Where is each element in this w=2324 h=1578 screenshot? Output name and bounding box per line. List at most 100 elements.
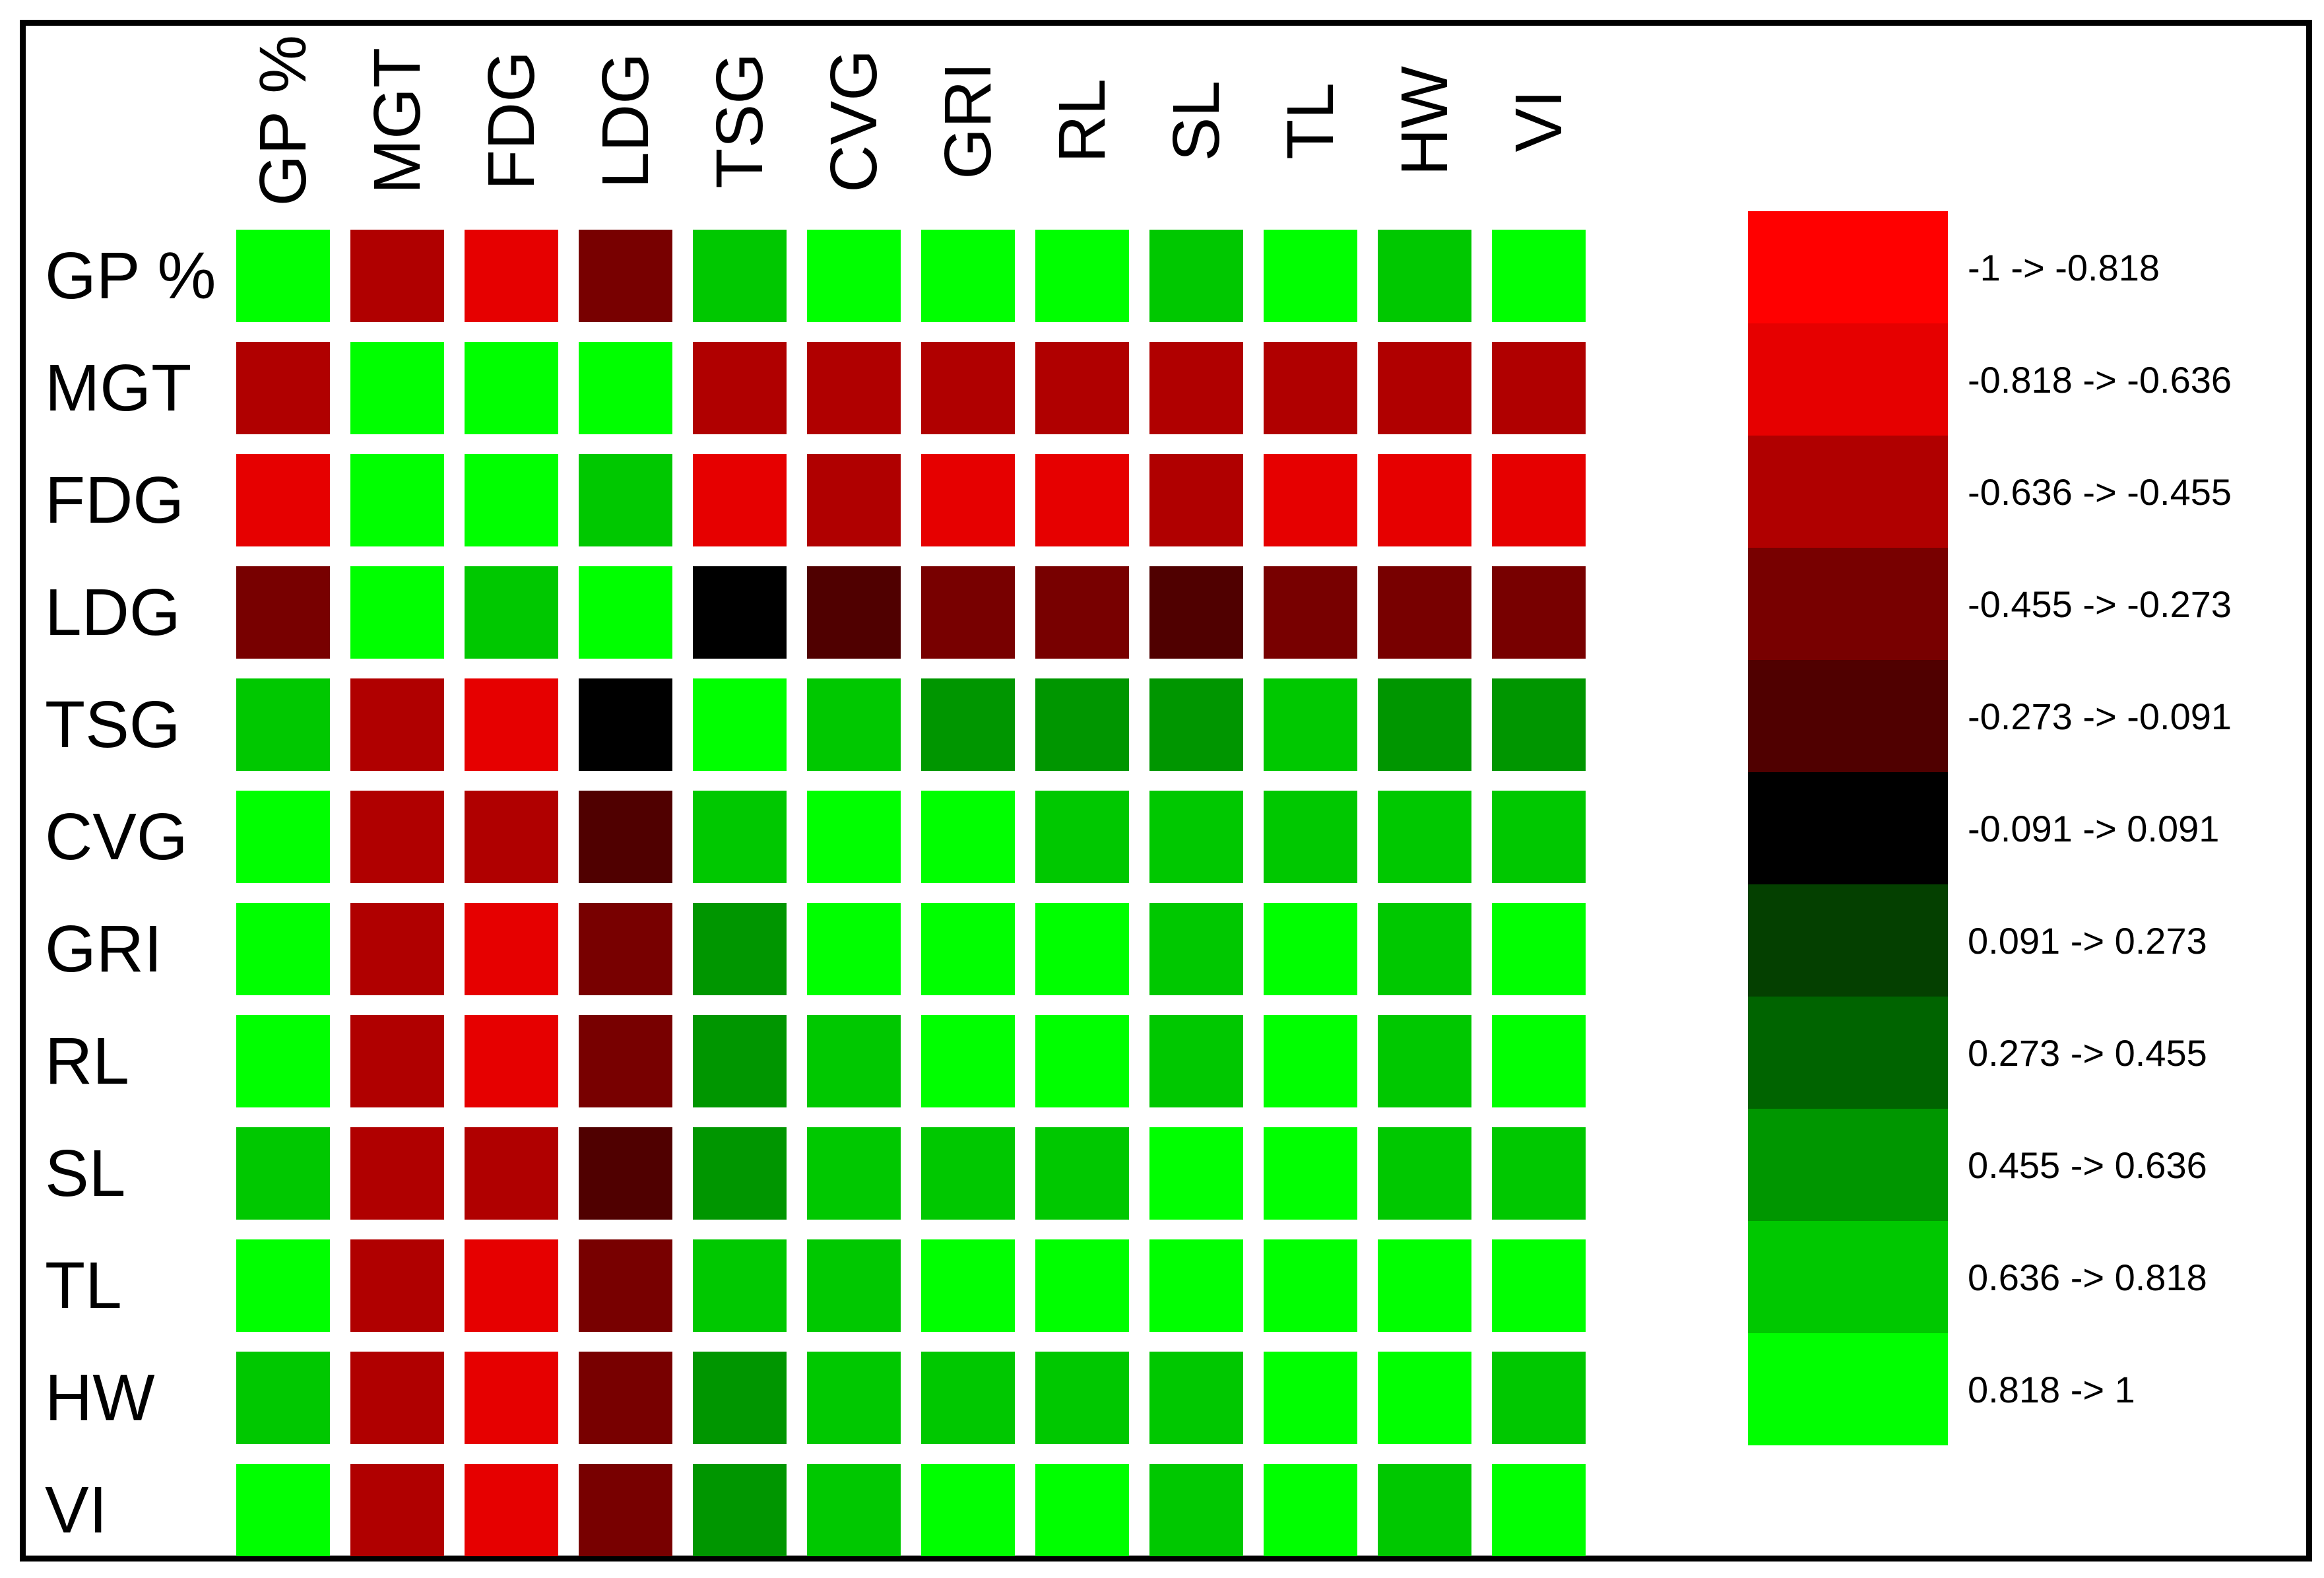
legend-color-swatch (1748, 323, 1948, 436)
heatmap-cell (236, 903, 330, 995)
heatmap-cell (236, 1239, 330, 1332)
heatmap-cell (1378, 1239, 1471, 1332)
heatmap-cell (1149, 1015, 1243, 1107)
heatmap-cell (579, 1352, 672, 1444)
heatmap-cell (807, 1015, 901, 1107)
column-header-label: SL (1159, 80, 1233, 162)
heatmap-cell (921, 454, 1015, 546)
figure-border (20, 20, 2312, 1562)
legend-row-4: -0.273 -> -0.091 (1748, 660, 2232, 772)
column-header-5: CVG (807, 22, 901, 219)
heatmap-cell (921, 342, 1015, 434)
heatmap-cell (465, 903, 558, 995)
column-header-2: FDG (465, 22, 558, 219)
heatmap-cell (1149, 566, 1243, 659)
legend-bin-label: 0.455 -> 0.636 (1968, 1144, 2207, 1186)
heatmap-cell (350, 903, 444, 995)
row-label-8: SL (45, 1136, 126, 1210)
legend-bin-label: -0.455 -> -0.273 (1968, 583, 2232, 625)
legend-bin-label: -0.818 -> -0.636 (1968, 358, 2232, 401)
heatmap-cell (1035, 791, 1129, 883)
heatmap-cell (1035, 1015, 1129, 1107)
heatmap-cell (465, 791, 558, 883)
heatmap-cell (1264, 342, 1357, 434)
column-header-label: VI (1502, 89, 1576, 152)
legend-row-0: -1 -> -0.818 (1748, 211, 2232, 323)
heatmap-cell (1264, 1464, 1357, 1556)
legend-color-swatch (1748, 772, 1948, 884)
heatmap-cell (693, 1127, 787, 1220)
heatmap-cell (579, 566, 672, 659)
heatmap-cell (465, 342, 558, 434)
column-headers: GP % MGT FDG LDG TSG CVG GRI RL SL TL HW VI (236, 22, 1584, 219)
column-header-0: GP % (236, 22, 330, 219)
heatmap-cell (1149, 678, 1243, 771)
heatmap-cell (236, 566, 330, 659)
heatmap-cell (350, 1239, 444, 1332)
column-header-11: VI (1492, 22, 1586, 219)
heatmap-cell (1035, 1127, 1129, 1220)
heatmap-cell (1149, 903, 1243, 995)
legend-color-swatch (1748, 436, 1948, 548)
heatmap-cell (1149, 1464, 1243, 1556)
heatmap-cell (1149, 791, 1243, 883)
legend-bin-label: -0.273 -> -0.091 (1968, 695, 2232, 737)
heatmap-cell (807, 678, 901, 771)
column-header-3: LDG (579, 22, 672, 219)
heatmap-cell (579, 678, 672, 771)
heatmap-cell (465, 678, 558, 771)
row-labels: GP % MGT FDG LDG TSG CVG GRI RL SL TL HW VI (32, 230, 234, 1556)
legend-color-swatch (1748, 211, 1948, 323)
heatmap-cell (350, 1127, 444, 1220)
legend-color-swatch (1748, 1109, 1948, 1221)
column-header-9: TL (1264, 22, 1357, 219)
heatmap-cell (579, 342, 672, 434)
heatmap-cell (1378, 1015, 1471, 1107)
heatmap-cell (350, 1464, 444, 1556)
heatmap-cell (693, 1352, 787, 1444)
heatmap-cell (1149, 1239, 1243, 1332)
heatmap-cell (1378, 454, 1471, 546)
legend: -1 -> -0.818 -0.818 -> -0.636 -0.636 -> -0… (1748, 211, 2232, 1445)
heatmap-cell (693, 678, 787, 771)
heatmap-cell (1378, 1127, 1471, 1220)
heatmap-cell (350, 342, 444, 434)
heatmap-cell (579, 454, 672, 546)
row-label-0: GP % (45, 239, 216, 313)
heatmap-cell (465, 1464, 558, 1556)
row-label-10: HW (45, 1361, 155, 1435)
heatmap-cell (1378, 903, 1471, 995)
legend-row-5: -0.091 -> 0.091 (1748, 772, 2232, 884)
legend-row-3: -0.455 -> -0.273 (1748, 548, 2232, 660)
heatmap-cell (693, 566, 787, 659)
heatmap-cell (807, 454, 901, 546)
heatmap-cell (807, 1464, 901, 1556)
column-header-label: GRI (931, 62, 1005, 180)
column-header-label: GP % (246, 35, 320, 207)
heatmap-cell (1264, 678, 1357, 771)
heatmap-cell (693, 1015, 787, 1107)
heatmap-cell (807, 1239, 901, 1332)
heatmap-cell (350, 230, 444, 322)
column-header-label: RL (1045, 79, 1119, 163)
heatmap-cell (1035, 1464, 1129, 1556)
legend-color-swatch (1748, 1333, 1948, 1445)
heatmap-cell (693, 1464, 787, 1556)
column-header-label: HW (1388, 65, 1462, 176)
legend-bin-label: 0.091 -> 0.273 (1968, 919, 2207, 962)
heatmap-cell (1149, 1127, 1243, 1220)
heatmap-cell (807, 230, 901, 322)
heatmap-cell (1492, 566, 1586, 659)
heatmap-cell (1492, 1464, 1586, 1556)
heatmap-cell (1149, 342, 1243, 434)
legend-row-7: 0.273 -> 0.455 (1748, 997, 2232, 1109)
heatmap-cell (579, 1239, 672, 1332)
heatmap-cell (921, 678, 1015, 771)
heatmap-cell (1149, 230, 1243, 322)
heatmap-cell (579, 230, 672, 322)
heatmap-cell (1264, 454, 1357, 546)
heatmap-cell (579, 903, 672, 995)
heatmap-cell (236, 678, 330, 771)
heatmap-cell (579, 1127, 672, 1220)
heatmap-cell (693, 1239, 787, 1332)
